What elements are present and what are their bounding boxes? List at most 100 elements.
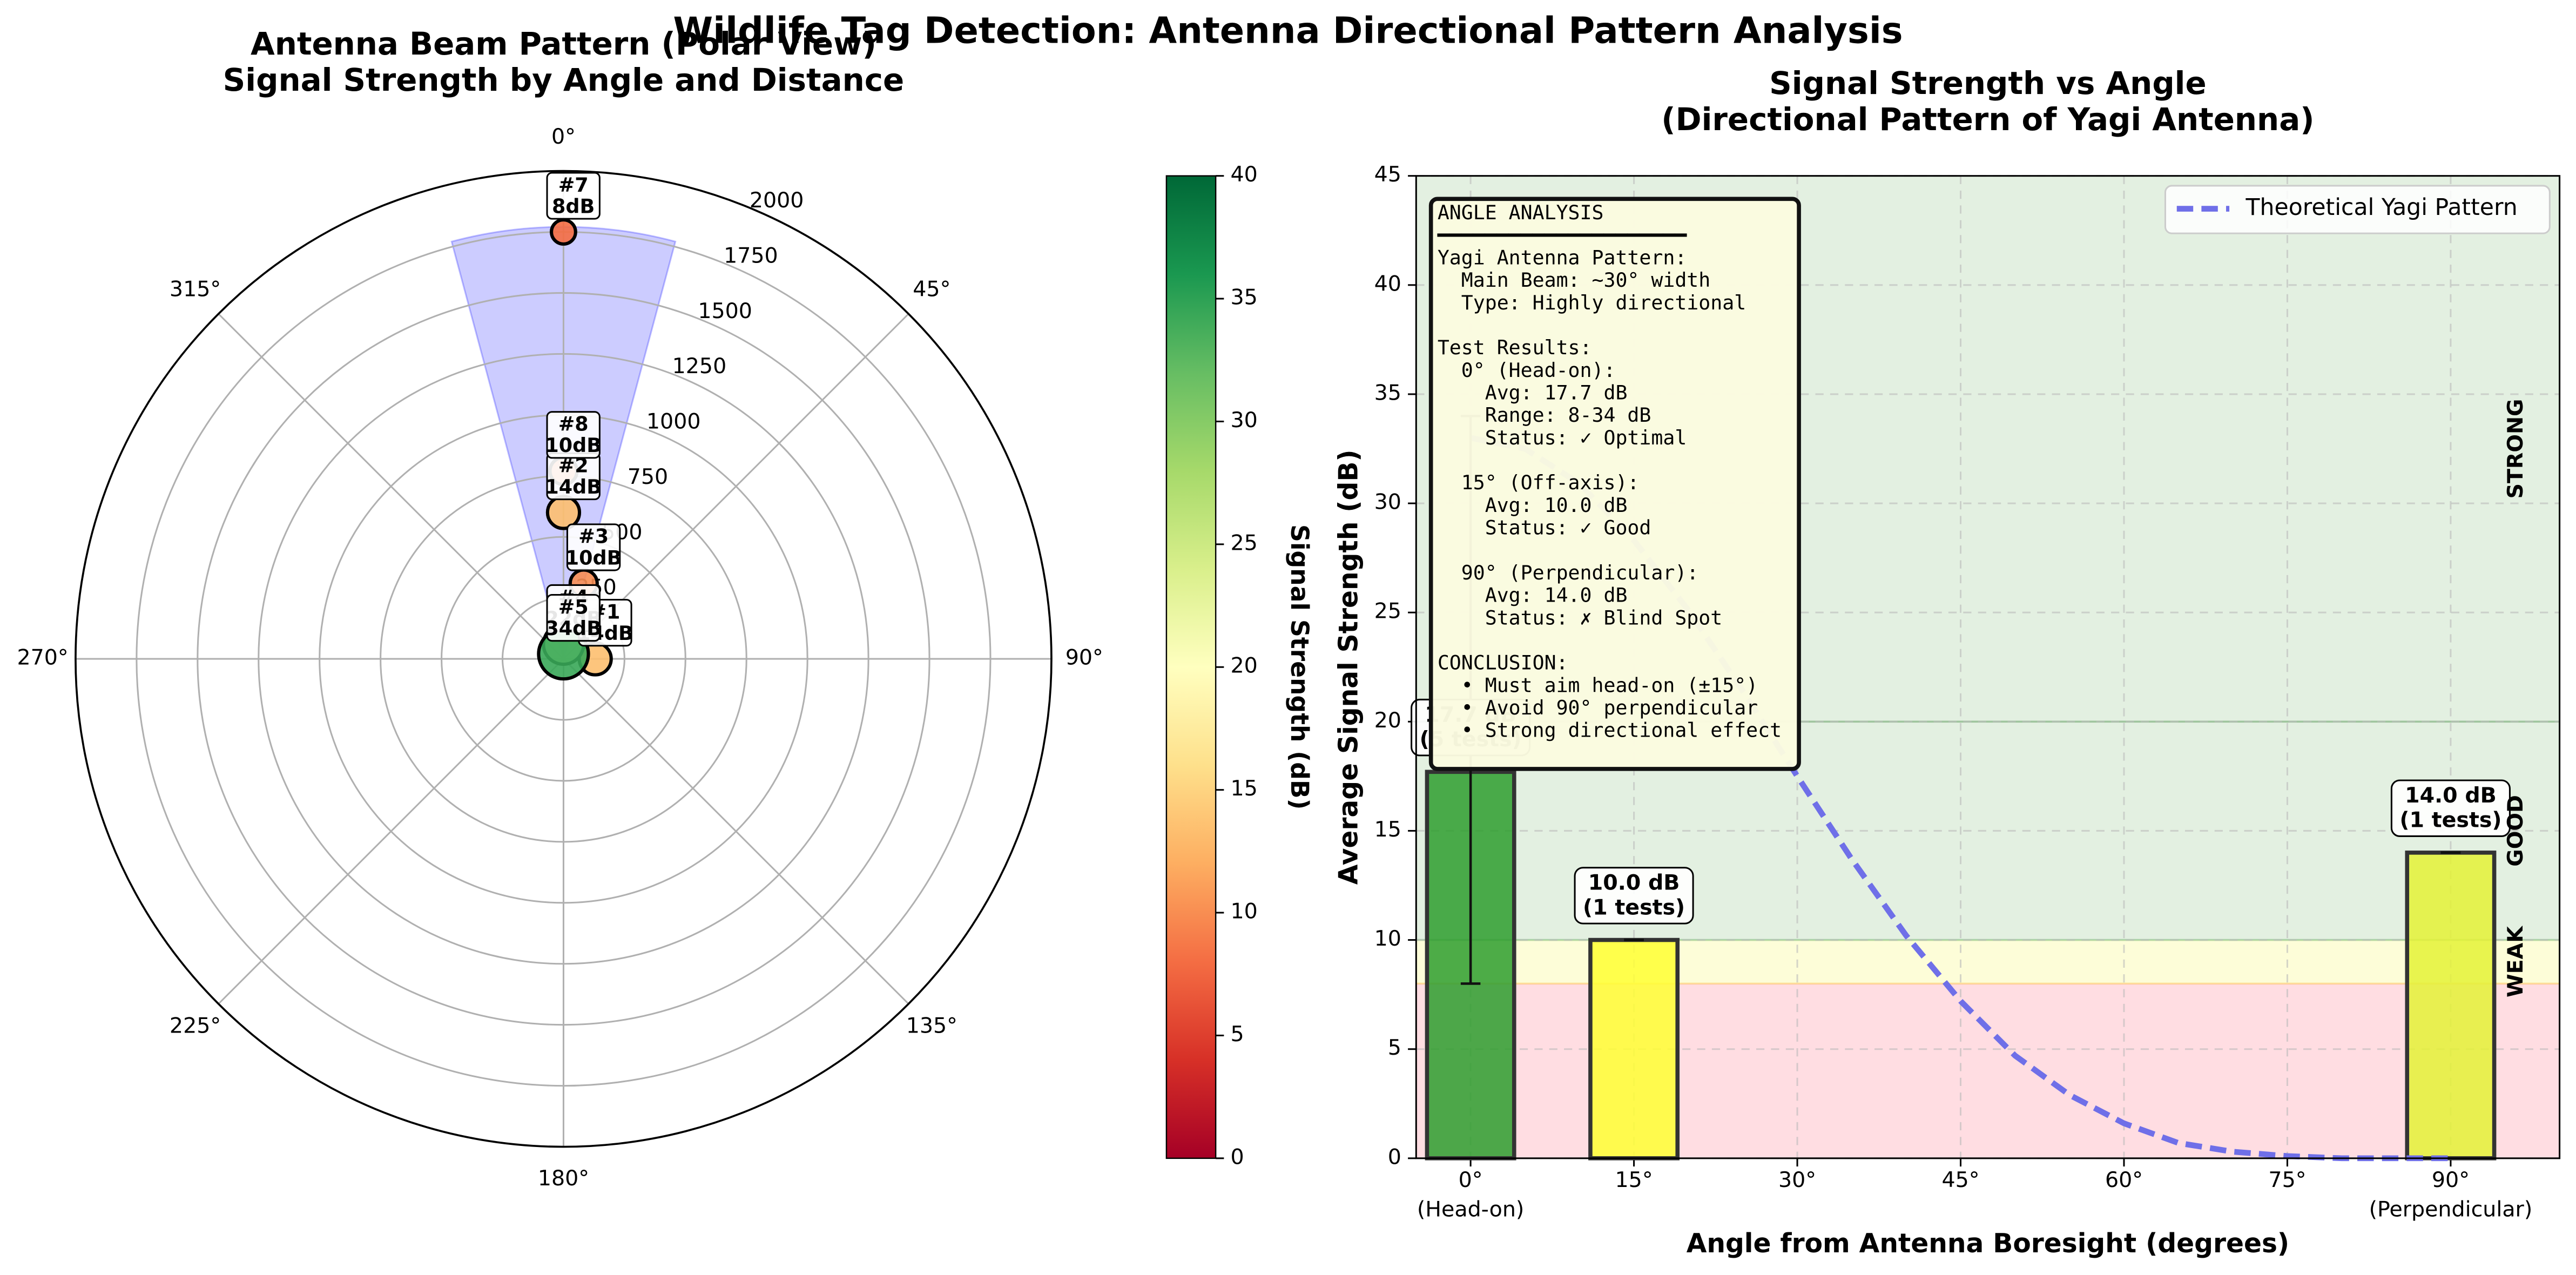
count-label: (1 tests) bbox=[1583, 895, 1685, 920]
colorbar-tick-label: 15 bbox=[1231, 776, 1258, 801]
analysis-line: • Must aim head-on (±15°) bbox=[1438, 673, 1758, 697]
point-value-label: 10dB bbox=[565, 546, 622, 569]
colorbar-tick-label: 25 bbox=[1231, 530, 1258, 555]
theta-tick-label: 270° bbox=[17, 645, 68, 670]
x-tick-label: 30° bbox=[1778, 1168, 1816, 1192]
x-tick-label: 75° bbox=[2268, 1168, 2306, 1192]
analysis-line: Yagi Antenna Pattern: bbox=[1438, 246, 1687, 269]
polar-frame bbox=[75, 170, 1053, 1148]
value-label-box bbox=[2390, 779, 2511, 837]
analysis-line: Status: ✗ Blind Spot bbox=[1438, 606, 1722, 629]
colorbar-label: Signal Strength (dB) bbox=[1285, 524, 1314, 810]
angular-grid bbox=[563, 658, 909, 1004]
analysis-box bbox=[1428, 197, 1801, 771]
r-tick-label: 750 bbox=[628, 464, 668, 489]
point-value-label: 10dB bbox=[545, 434, 602, 457]
analysis-line: Type: Highly directional bbox=[1438, 291, 1746, 314]
value-label-box bbox=[1574, 867, 1694, 925]
analysis-line: Avg: 10.0 dB bbox=[1438, 494, 1628, 517]
zone-label: WEAK bbox=[2503, 926, 2528, 997]
x-tick-label: 0° bbox=[1459, 1168, 1483, 1192]
colorbar-tick-label: 40 bbox=[1231, 162, 1258, 187]
value-label: 14.0 dB bbox=[2405, 783, 2497, 808]
zone bbox=[1416, 983, 2560, 1158]
analysis-line: Range: 8-34 dB bbox=[1438, 403, 1651, 427]
analysis-line: • Avoid 90° perpendicular bbox=[1438, 696, 1758, 719]
theta-tick-label: 180° bbox=[538, 1166, 589, 1191]
point-value-label: 14dB bbox=[545, 475, 602, 498]
y-tick-label: 20 bbox=[1374, 708, 1401, 733]
x-axis-label: Angle from Antenna Boresight (degrees) bbox=[1687, 1229, 2289, 1259]
count-label: (1 tests) bbox=[2399, 808, 2501, 833]
bar-title: Signal Strength vs Angle bbox=[1769, 65, 2207, 102]
colorbar-tick-label: 30 bbox=[1231, 408, 1258, 433]
bar bbox=[1588, 937, 1680, 1161]
angular-grid bbox=[218, 313, 564, 660]
y-tick-label: 45 bbox=[1374, 162, 1401, 187]
y-tick-label: 15 bbox=[1374, 817, 1401, 842]
point-label: #7 bbox=[558, 173, 589, 197]
axes-frame bbox=[1415, 175, 2561, 1159]
analysis-line: Avg: 14.0 dB bbox=[1438, 584, 1628, 607]
analysis-line: 90° (Perpendicular): bbox=[1438, 561, 1698, 584]
y-tick-label: 30 bbox=[1374, 490, 1401, 515]
analysis-line: Status: ✓ Optimal bbox=[1438, 426, 1687, 449]
y-tick-label: 10 bbox=[1374, 926, 1401, 951]
point-label: #3 bbox=[578, 525, 609, 548]
value-label: 10.0 dB bbox=[1588, 871, 1680, 895]
y-tick-label: 35 bbox=[1374, 380, 1401, 405]
theta-tick-label: 45° bbox=[913, 277, 950, 302]
x-tick-note: (Perpendicular) bbox=[2369, 1197, 2533, 1222]
r-tick-label: 1500 bbox=[698, 299, 752, 323]
angular-grid bbox=[218, 658, 564, 1004]
analysis-line: Status: ✓ Good bbox=[1438, 516, 1651, 539]
analysis-line: ANGLE ANALYSIS bbox=[1438, 201, 1604, 224]
analysis-line: 0° (Head-on): bbox=[1438, 359, 1616, 382]
x-tick-note: (Head-on) bbox=[1417, 1197, 1524, 1222]
bar-panel: Signal Strength vs Angle(Directional Pat… bbox=[1334, 65, 2561, 1259]
r-tick-label: 1250 bbox=[672, 354, 727, 379]
point-label: #5 bbox=[558, 595, 589, 618]
theta-tick-label: 90° bbox=[1066, 645, 1103, 670]
polar-title: Signal Strength by Angle and Distance bbox=[223, 62, 905, 98]
x-tick-label: 45° bbox=[1941, 1168, 1979, 1192]
y-tick-label: 25 bbox=[1374, 599, 1401, 624]
r-tick-label: 1000 bbox=[646, 409, 701, 434]
legend-label: Theoretical Yagi Pattern bbox=[2245, 194, 2518, 221]
r-tick-label: 1750 bbox=[724, 243, 778, 268]
colorbar-tick-label: 5 bbox=[1231, 1022, 1244, 1047]
point-value-label: 34dB bbox=[545, 617, 602, 640]
y-tick-label: 40 bbox=[1374, 271, 1401, 296]
analysis-line: • Strong directional effect bbox=[1438, 719, 1782, 742]
y-axis-label: Average Signal Strength (dB) bbox=[1334, 449, 1364, 885]
x-tick-label: 60° bbox=[2105, 1168, 2143, 1192]
polar-panel: Antenna Beam Pattern (Polar View)Signal … bbox=[17, 25, 1103, 1191]
legend-box bbox=[2164, 185, 2551, 234]
point-label-box bbox=[546, 411, 601, 459]
theta-tick-label: 0° bbox=[551, 124, 576, 149]
point-value-label: 8dB bbox=[552, 194, 595, 218]
analysis-line: 15° (Off-axis): bbox=[1438, 471, 1640, 494]
x-tick-label: 90° bbox=[2432, 1168, 2470, 1192]
analysis-line: Test Results: bbox=[1438, 336, 1592, 359]
zone bbox=[1416, 940, 2560, 984]
y-tick-label: 0 bbox=[1388, 1144, 1401, 1169]
bar bbox=[2405, 851, 2497, 1161]
colorbar bbox=[1165, 175, 1217, 1159]
analysis-line: CONCLUSION: bbox=[1438, 651, 1568, 674]
theta-tick-label: 225° bbox=[170, 1013, 221, 1038]
analysis-line: Avg: 17.7 dB bbox=[1438, 381, 1628, 404]
colorbar-tick-label: 20 bbox=[1231, 653, 1258, 678]
theta-tick-label: 315° bbox=[170, 277, 221, 302]
point-label: #8 bbox=[558, 413, 589, 436]
bar-title: (Directional Pattern of Yagi Antenna) bbox=[1661, 101, 2314, 138]
tag-point bbox=[550, 218, 577, 246]
colorbar-tick-label: 35 bbox=[1231, 285, 1258, 310]
point-label-box bbox=[566, 523, 621, 571]
x-tick-label: 15° bbox=[1615, 1168, 1653, 1192]
polar-title: Antenna Beam Pattern (Polar View) bbox=[251, 25, 876, 62]
point-label-box bbox=[546, 172, 601, 220]
colorbar-tick-label: 10 bbox=[1231, 899, 1258, 924]
point-label-box bbox=[546, 593, 601, 642]
